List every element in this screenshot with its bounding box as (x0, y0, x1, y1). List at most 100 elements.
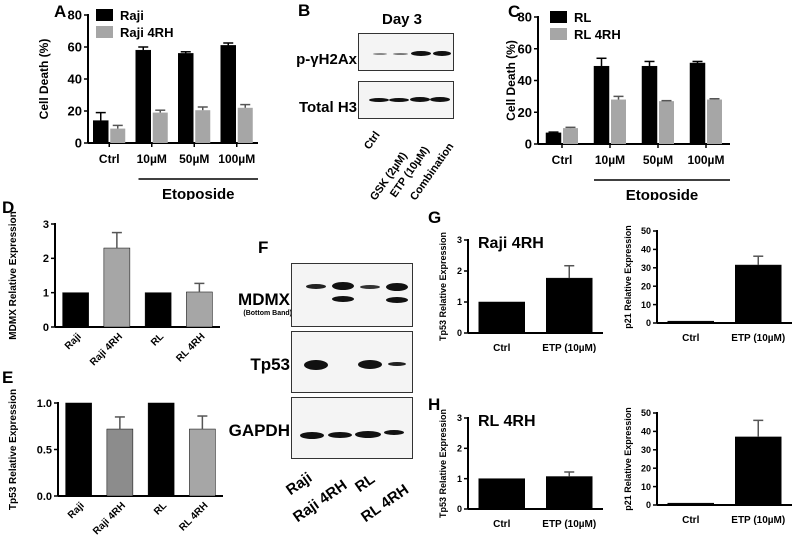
svg-text:100µM: 100µM (218, 152, 255, 166)
svg-text:0: 0 (525, 137, 532, 152)
chart-g-tp53: 0 1 2 3 Tp53 Relative Expression Ctrl ETP (10µ… (438, 232, 603, 354)
blot-f-row-label: GAPDH (228, 421, 290, 440)
svg-text:Raji 4RH: Raji 4RH (478, 235, 544, 252)
svg-text:Tp53 Relative Expression: Tp53 Relative Expression (438, 232, 448, 341)
blot-b-pgh2ax (358, 33, 454, 71)
svg-text:RL: RL (149, 331, 166, 348)
svg-text:Tp53 Relative Expression: Tp53 Relative Expression (438, 409, 448, 518)
svg-text:RL 4RH: RL 4RH (177, 500, 210, 533)
chart-a-raji-cell-death: 0 20 40 60 80 Cell Death (%) Ctrl 10µM 50µM 100µM… (37, 8, 258, 200)
svg-text:20: 20 (518, 105, 532, 120)
chart-g-p21: 0 10 20 30 40 50 p21 Relative Expression Ctrl ET… (623, 225, 792, 344)
svg-text:Raji: Raji (63, 331, 84, 352)
svg-text:10µM: 10µM (137, 152, 167, 166)
svg-text:30: 30 (641, 445, 651, 455)
panel-label-c: C (508, 2, 521, 21)
blot-f-row-label: MDMX (238, 290, 290, 309)
svg-text:0: 0 (457, 504, 462, 514)
svg-text:60: 60 (68, 40, 82, 55)
blot-b-total-h3 (358, 81, 454, 119)
svg-text:Ctrl: Ctrl (493, 519, 510, 530)
svg-text:2: 2 (457, 443, 462, 453)
svg-text:Ctrl: Ctrl (99, 152, 120, 166)
blot-f-lane-label: Raji (283, 469, 316, 499)
svg-text:Raji 4RH: Raji 4RH (120, 25, 173, 40)
svg-text:20: 20 (641, 463, 651, 473)
svg-text:50µM: 50µM (643, 153, 673, 167)
svg-text:3: 3 (457, 235, 462, 245)
panel-label-b: B (298, 1, 311, 20)
svg-text:0.5: 0.5 (37, 444, 52, 456)
svg-text:Ctrl: Ctrl (682, 515, 699, 526)
svg-text:ETP (10µM): ETP (10µM) (542, 343, 596, 354)
svg-text:0: 0 (646, 500, 651, 510)
svg-text:Raji 4RH: Raji 4RH (88, 331, 125, 368)
blot-b-row-label: p-γH2Ax (296, 51, 357, 68)
svg-text:Cell Death (%): Cell Death (%) (504, 40, 518, 121)
svg-text:RL 4RH: RL 4RH (478, 413, 536, 430)
svg-text:0.0: 0.0 (37, 491, 52, 503)
svg-text:Etoposide: Etoposide (162, 186, 235, 200)
svg-text:0: 0 (75, 136, 82, 151)
svg-text:40: 40 (641, 245, 651, 255)
svg-text:2: 2 (43, 253, 49, 265)
svg-text:20: 20 (68, 104, 82, 119)
panel-label-a: A (54, 2, 67, 21)
svg-text:40: 40 (518, 73, 532, 88)
svg-text:80: 80 (68, 8, 82, 23)
svg-text:30: 30 (641, 263, 651, 273)
chart-h-tp53: 0 1 2 3 Tp53 Relative Expression Ctrl ETP (10µ… (438, 409, 603, 530)
svg-text:2: 2 (457, 266, 462, 276)
panel-label-g: G (428, 208, 442, 227)
svg-text:50: 50 (641, 408, 651, 418)
svg-text:10: 10 (641, 300, 651, 310)
svg-text:Raji 4RH: Raji 4RH (91, 500, 128, 537)
chart-e-tp53-expression: 0.0 0.5 1.0 Tp53 Relative Expression Raji Raj… (8, 389, 223, 537)
svg-text:RL 4RH: RL 4RH (574, 27, 621, 42)
blot-f-lane-label: RL (352, 470, 379, 496)
svg-text:Etoposide: Etoposide (626, 187, 699, 200)
svg-text:50µM: 50µM (179, 152, 209, 166)
svg-text:0: 0 (646, 318, 651, 328)
svg-text:Tp53 Relative Expression: Tp53 Relative Expression (8, 389, 19, 510)
svg-text:1: 1 (457, 297, 462, 307)
svg-text:Raji: Raji (120, 8, 144, 23)
panel-label-d: D (2, 198, 15, 217)
blot-b-row-label: Total H3 (298, 99, 357, 116)
svg-text:Raji: Raji (66, 500, 87, 521)
svg-text:10: 10 (641, 482, 651, 492)
svg-text:1.0: 1.0 (37, 398, 52, 410)
svg-text:ETP (10µM): ETP (10µM) (731, 333, 785, 344)
blot-b-title: Day 3 (382, 11, 423, 28)
svg-text:p21 Relative Expression: p21 Relative Expression (623, 407, 633, 511)
blot-f-row-sublabel: (Bottom Band) (243, 310, 292, 317)
blot-f-tp53 (291, 331, 413, 393)
svg-text:10µM: 10µM (595, 153, 625, 167)
blot-b-lane-label: Ctrl (362, 129, 383, 152)
svg-text:Ctrl: Ctrl (552, 153, 573, 167)
svg-text:3: 3 (457, 413, 462, 423)
svg-text:MDMX Relative Expression: MDMX Relative Expression (8, 211, 19, 339)
panel-label-h: H (428, 395, 441, 414)
panel-label-e: E (2, 368, 14, 387)
svg-text:60: 60 (518, 41, 532, 56)
svg-text:Ctrl: Ctrl (493, 343, 510, 354)
svg-text:RL 4RH: RL 4RH (174, 331, 207, 364)
chart-d-mdmx-expression: 0 1 2 3 MDMX Relative Expression Raji Raji 4RH… (8, 211, 220, 368)
svg-text:20: 20 (641, 281, 651, 291)
svg-text:80: 80 (518, 10, 532, 25)
svg-text:1: 1 (457, 474, 462, 484)
chart-h-p21: 0 10 20 30 40 50 p21 Relative Expression Ctrl ET… (623, 407, 792, 526)
svg-text:RL: RL (152, 500, 169, 517)
blot-f-row-label: Tp53 (250, 355, 290, 374)
panel-label-f: F (258, 238, 269, 257)
svg-text:ETP (10µM): ETP (10µM) (542, 519, 596, 530)
blot-f-mdmx (291, 263, 413, 327)
svg-text:1: 1 (43, 288, 49, 300)
svg-text:0: 0 (43, 322, 49, 334)
svg-text:3: 3 (43, 219, 49, 231)
svg-text:40: 40 (641, 427, 651, 437)
svg-text:100µM: 100µM (688, 153, 725, 167)
svg-text:Ctrl: Ctrl (682, 333, 699, 344)
svg-text:RL: RL (574, 10, 591, 25)
